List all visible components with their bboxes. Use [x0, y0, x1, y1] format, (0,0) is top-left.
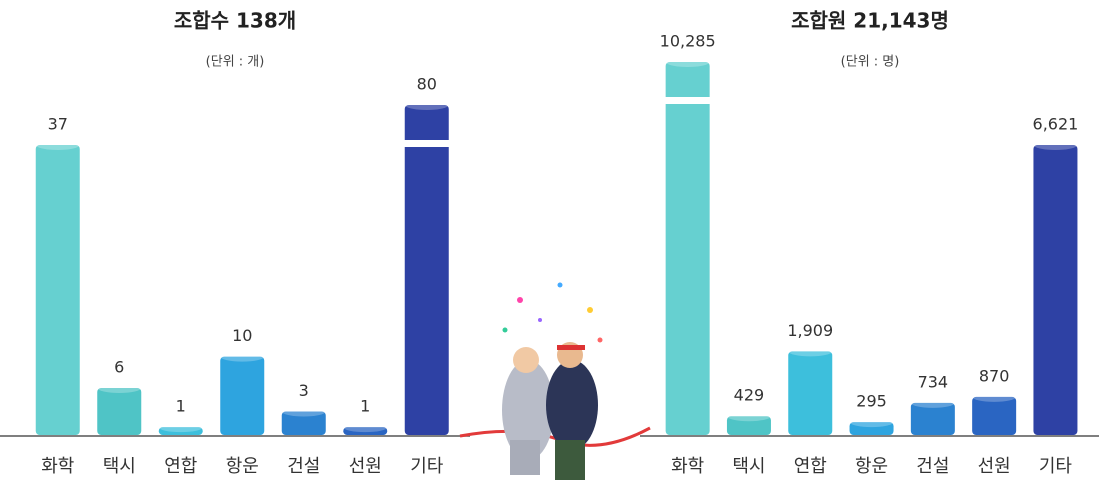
- x-tick-label: 화학: [41, 456, 74, 477]
- bar-cap: [404, 100, 449, 110]
- value-label: 734: [918, 372, 949, 391]
- x-tick-label: 건설: [916, 456, 949, 477]
- bar: [849, 422, 894, 435]
- bar: [972, 396, 1017, 435]
- value-label: 10,285: [660, 32, 716, 51]
- chart-subtitle: (단위 : 개): [206, 55, 265, 70]
- bar-cap: [281, 406, 326, 417]
- illustration: [459, 282, 651, 480]
- bar-cap: [726, 411, 771, 422]
- bar: [1033, 145, 1078, 435]
- bar-cap: [158, 422, 203, 433]
- bar-cap: [665, 57, 710, 67]
- chart-title: 조합수 138개: [174, 9, 296, 33]
- bar-cap: [910, 397, 955, 408]
- x-tick-label: 택시: [103, 456, 136, 477]
- bar-cap: [343, 422, 388, 433]
- value-label: 6: [114, 357, 124, 376]
- bar: [665, 62, 710, 435]
- x-tick-label: 택시: [732, 456, 765, 477]
- value-label: 295: [856, 392, 887, 411]
- bar: [97, 387, 142, 435]
- value-label: 1: [176, 397, 186, 416]
- bar: [281, 411, 326, 435]
- value-label: 870: [979, 366, 1010, 385]
- value-label: 3: [299, 381, 309, 400]
- axis-break: [402, 140, 451, 147]
- bar-cap: [972, 391, 1017, 402]
- value-label: 37: [48, 115, 68, 134]
- value-label: 6,621: [1033, 115, 1079, 134]
- value-label: 1: [360, 397, 370, 416]
- bar: [343, 427, 388, 435]
- x-tick-label: 선원: [349, 456, 382, 477]
- value-label: 1,909: [787, 321, 833, 340]
- bar-cap: [1033, 140, 1078, 150]
- bar-cap: [97, 382, 142, 393]
- chart-subtitle: (단위 : 명): [841, 55, 900, 70]
- x-tick-label: 연합: [794, 456, 827, 477]
- value-label: 10: [232, 326, 252, 345]
- x-tick-label: 건설: [287, 456, 320, 477]
- bar-cap: [220, 351, 265, 362]
- bar: [220, 356, 265, 435]
- x-tick-label: 연합: [164, 456, 197, 477]
- x-tick-label: 항운: [855, 456, 888, 477]
- bar: [788, 351, 833, 435]
- bar: [910, 402, 955, 435]
- value-label: 429: [734, 386, 765, 405]
- x-tick-label: 기타: [1039, 456, 1073, 477]
- bar: [158, 427, 203, 435]
- axis-break: [663, 97, 712, 104]
- bar-cap: [35, 140, 80, 150]
- value-label: 80: [417, 75, 437, 94]
- x-tick-label: 기타: [410, 456, 444, 477]
- bar: [35, 145, 80, 435]
- bar: [404, 105, 449, 435]
- x-tick-label: 화학: [671, 456, 704, 477]
- bar-cap: [788, 346, 833, 357]
- bar-cap: [849, 417, 894, 428]
- x-tick-label: 항운: [226, 456, 259, 477]
- chart-title: 조합원 21,143명: [791, 9, 949, 33]
- x-tick-label: 선원: [978, 456, 1011, 477]
- bar: [726, 416, 771, 435]
